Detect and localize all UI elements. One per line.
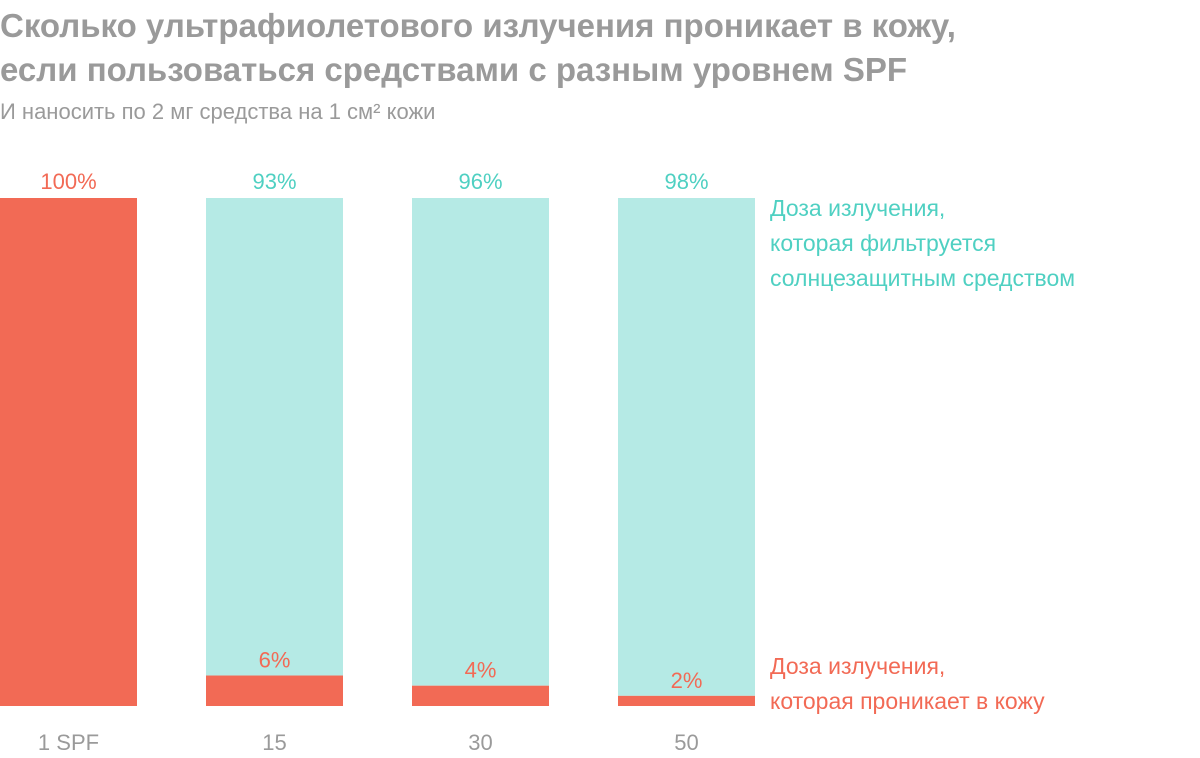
bar-penetrating-0: [0, 198, 137, 706]
value-label-filtered-2: 96%: [458, 169, 502, 194]
value-label-filtered-1: 93%: [252, 169, 296, 194]
bar-filtered-3: [618, 198, 755, 696]
value-label-penetrating-1: 6%: [259, 648, 291, 673]
legend-filtered-line-1: Доза излучения,: [770, 195, 946, 221]
value-label-penetrating-2: 4%: [465, 658, 497, 683]
chart-title-line-1: Сколько ультрафиолетового излучения прон…: [0, 7, 956, 44]
value-label-penetrating-0: 100%: [40, 169, 96, 194]
x-tick-label-0: 1 SPF: [38, 730, 99, 755]
x-tick-label-2: 30: [468, 730, 492, 755]
legend-penetrating-line-2: которая проникает в кожу: [770, 688, 1045, 714]
x-tick-label-3: 50: [674, 730, 698, 755]
value-label-filtered-3: 98%: [664, 169, 708, 194]
legend-filtered: Доза излучения, которая фильтруется солн…: [770, 191, 1075, 296]
legend-penetrating: Доза излучения, которая проникает в кожу: [770, 649, 1045, 719]
bar-filtered-2: [412, 198, 549, 686]
legend-filtered-line-2: которая фильтруется: [770, 230, 997, 256]
chart-title: Сколько ультрафиолетового излучения прон…: [0, 4, 1190, 92]
bar-penetrating-1: [206, 675, 343, 706]
bar-penetrating-3: [618, 695, 755, 706]
chart-subtitle: И наносить по 2 мг средства на 1 см² кож…: [0, 99, 436, 124]
x-tick-label-1: 15: [262, 730, 286, 755]
legend-filtered-line-3: солнцезащитным средством: [770, 265, 1076, 291]
chart-title-line-2: если пользоваться средствами с разным ур…: [0, 51, 908, 88]
legend-penetrating-line-1: Доза излучения,: [770, 653, 946, 679]
value-label-penetrating-3: 2%: [671, 668, 703, 693]
bar-filtered-1: [206, 198, 343, 676]
bar-penetrating-2: [412, 685, 549, 706]
